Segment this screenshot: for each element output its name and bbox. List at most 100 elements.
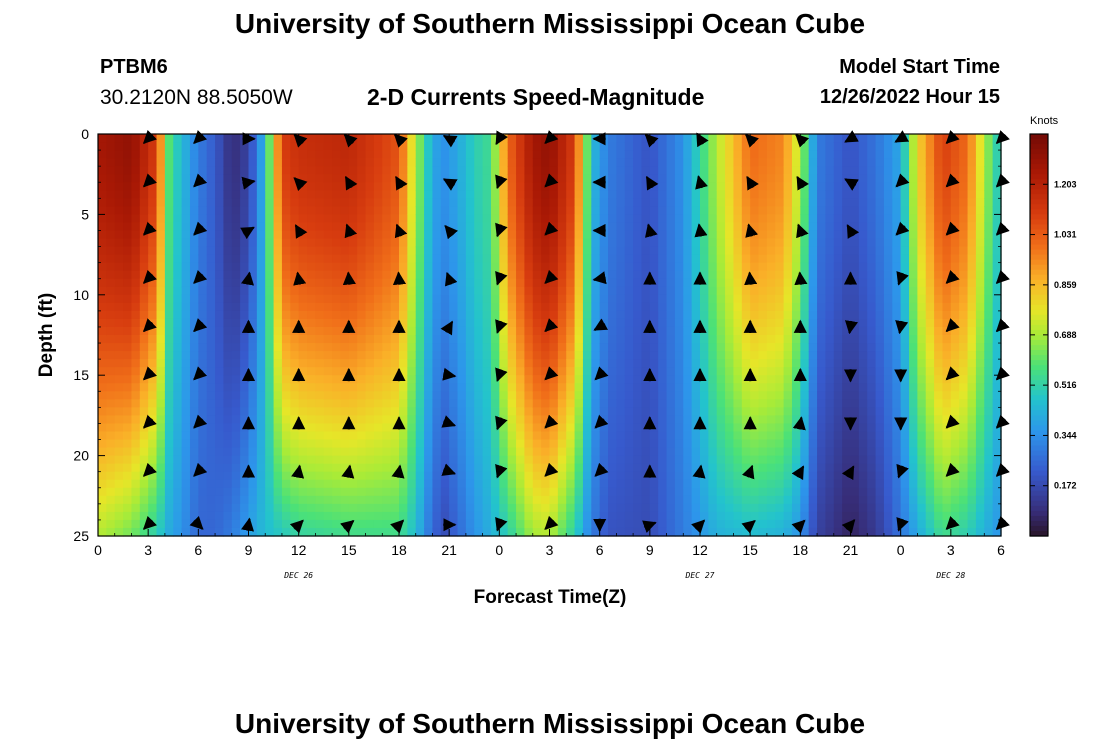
heat-cell (900, 367, 910, 376)
heat-cell (198, 182, 208, 191)
heat-cell (139, 479, 149, 489)
heat-cell (775, 262, 785, 272)
heat-cell (725, 134, 735, 143)
heat-cell (348, 343, 358, 352)
heat-cell (156, 262, 166, 272)
heat-cell (557, 447, 567, 457)
heat-cell (883, 399, 893, 408)
heat-cell (357, 335, 367, 344)
heat-cell (708, 495, 718, 505)
heat-cell (850, 447, 860, 457)
heat-cell (875, 142, 885, 151)
heat-cell (390, 511, 400, 521)
heat-cell (499, 310, 509, 320)
heat-cell (373, 519, 383, 529)
heat-cell (791, 262, 801, 272)
heat-cell (842, 158, 852, 167)
heat-cell (750, 495, 760, 505)
heat-cell (791, 142, 801, 151)
heat-cell (265, 423, 275, 433)
heat-cell (833, 214, 843, 224)
heat-cell (557, 294, 567, 304)
heat-cell (290, 302, 300, 312)
heat-cell (390, 310, 400, 320)
heat-cell (641, 399, 651, 408)
heat-cell (164, 198, 174, 207)
heat-cell (290, 294, 300, 304)
heat-cell (206, 463, 216, 473)
heat-cell (674, 238, 684, 248)
heat-cell (549, 455, 559, 465)
heat-cell (290, 262, 300, 272)
heat-cell (131, 294, 141, 304)
heat-cell (223, 335, 233, 344)
heat-cell (482, 495, 492, 505)
heat-cell (348, 222, 358, 232)
heat-cell (599, 166, 609, 175)
heat-cell (683, 286, 693, 296)
heat-cell (808, 262, 818, 272)
heat-cell (507, 487, 517, 497)
heat-cell (783, 391, 793, 400)
heat-cell (390, 455, 400, 465)
heat-cell (415, 447, 425, 457)
heat-cell (716, 351, 726, 360)
heat-cell (900, 471, 910, 481)
heat-cell (315, 487, 325, 497)
heat-cell (340, 407, 350, 416)
heat-cell (181, 166, 191, 175)
heat-cell (440, 503, 450, 513)
heat-cell (758, 455, 768, 465)
heat-cell (348, 198, 358, 207)
heat-cell (750, 286, 760, 296)
heat-cell (516, 150, 526, 159)
heat-cell (457, 495, 467, 505)
heat-cell (633, 487, 643, 497)
heat-cell (833, 367, 843, 376)
heat-cell (716, 246, 726, 256)
heat-cell (649, 270, 659, 280)
heat-cell (524, 351, 534, 360)
heat-cell (750, 359, 760, 368)
heat-cell (215, 407, 225, 416)
heat-cell (566, 318, 576, 328)
heat-cell (666, 447, 676, 457)
heat-cell (633, 230, 643, 240)
speed-heatmap (98, 134, 1002, 537)
heat-cell (582, 158, 592, 167)
heat-cell (700, 503, 709, 513)
heat-cell (624, 238, 634, 248)
heat-cell (775, 318, 785, 328)
heat-cell (173, 527, 183, 537)
heat-cell (231, 455, 241, 465)
heat-cell (925, 150, 935, 159)
heat-cell (582, 351, 592, 360)
heat-cell (231, 511, 241, 521)
heat-cell (156, 150, 166, 159)
heat-cell (842, 182, 852, 191)
heat-cell (566, 367, 576, 376)
heat-cell (833, 262, 843, 272)
heat-cell (532, 423, 542, 433)
heat-cell (98, 351, 107, 360)
heat-cell (842, 246, 852, 256)
heat-cell (432, 495, 442, 505)
heat-cell (842, 150, 852, 159)
heat-cell (800, 447, 810, 457)
heat-cell (909, 238, 918, 248)
heat-cell (231, 318, 241, 328)
heat-cell (449, 335, 459, 344)
heat-cell (440, 166, 450, 175)
heat-cell (332, 150, 342, 159)
heat-cell (649, 359, 659, 368)
heat-cell (516, 238, 526, 248)
heat-cell (582, 383, 592, 392)
heat-cell (98, 407, 107, 416)
heat-cell (733, 367, 743, 376)
heat-cell (440, 439, 450, 449)
heat-cell (315, 318, 325, 328)
heat-cell (691, 238, 701, 248)
heat-cell (281, 367, 291, 376)
heat-cell (424, 439, 434, 449)
heat-cell (465, 214, 475, 224)
